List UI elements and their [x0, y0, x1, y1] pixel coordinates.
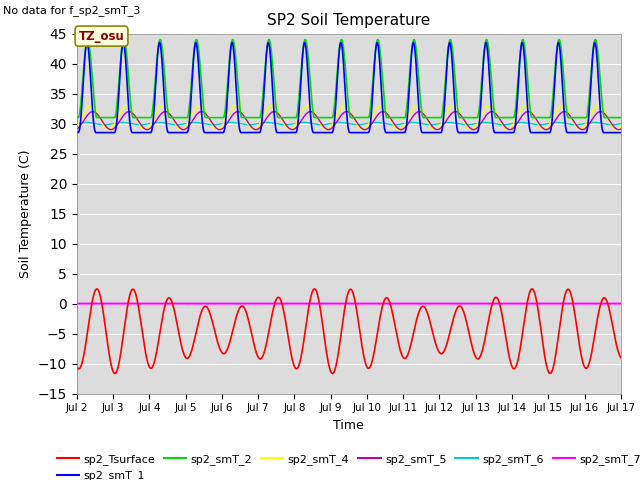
sp2_smT_6: [602, 121, 609, 127]
sp2_smT_4: [100, 124, 108, 130]
Text: No data for f_sp2_smT_3: No data for f_sp2_smT_3: [3, 5, 141, 16]
sp2_smT_2: [338, 37, 346, 43]
sp2_Tsurface: [617, 355, 625, 360]
sp2_smT_2: [323, 115, 331, 120]
sp2_Tsurface: [602, 296, 609, 301]
sp2_smT_6: [502, 122, 509, 128]
sp2_smT_1: [555, 40, 563, 46]
sp2_smT_6: [602, 121, 609, 127]
sp2_smT_5: [617, 126, 625, 132]
sp2_smT_7: [100, 300, 108, 306]
sp2_smT_1: [602, 130, 609, 135]
sp2_smT_4: [617, 123, 625, 129]
sp2_smT_1: [337, 40, 345, 46]
sp2_smT_7: [601, 300, 609, 306]
sp2_smT_5: [602, 112, 609, 118]
sp2_smT_4: [250, 127, 257, 132]
sp2_smT_2: [601, 115, 609, 120]
sp2_smT_6: [338, 120, 346, 125]
Line: sp2_Tsurface: sp2_Tsurface: [77, 289, 621, 373]
Line: sp2_smT_2: sp2_smT_2: [77, 40, 621, 118]
sp2_smT_1: [100, 130, 108, 135]
sp2_smT_5: [524, 109, 532, 115]
Title: SP2 Soil Temperature: SP2 Soil Temperature: [267, 13, 431, 28]
sp2_smT_5: [100, 122, 108, 128]
sp2_smT_6: [245, 122, 253, 128]
Legend: sp2_Tsurface, sp2_smT_1, sp2_smT_2, sp2_smT_4, sp2_smT_5, sp2_smT_6, sp2_smT_7: sp2_Tsurface, sp2_smT_1, sp2_smT_2, sp2_…: [52, 450, 640, 480]
sp2_Tsurface: [528, 286, 536, 292]
Text: TZ_osu: TZ_osu: [79, 30, 124, 43]
sp2_smT_2: [73, 115, 81, 120]
sp2_smT_1: [601, 130, 609, 135]
Y-axis label: Soil Temperature (C): Soil Temperature (C): [19, 149, 32, 278]
sp2_smT_4: [595, 103, 602, 108]
sp2_smT_2: [617, 115, 625, 120]
sp2_smT_1: [617, 130, 625, 135]
Line: sp2_smT_4: sp2_smT_4: [77, 106, 621, 130]
sp2_smT_5: [338, 112, 346, 118]
sp2_smT_2: [602, 115, 609, 120]
sp2_Tsurface: [111, 371, 119, 376]
sp2_smT_2: [502, 115, 509, 120]
sp2_Tsurface: [323, 354, 331, 360]
sp2_smT_1: [323, 130, 331, 135]
sp2_Tsurface: [502, 332, 509, 337]
sp2_smT_4: [323, 127, 331, 132]
sp2_smT_4: [73, 123, 81, 129]
X-axis label: Time: Time: [333, 419, 364, 432]
sp2_smT_5: [602, 112, 609, 118]
sp2_smT_4: [338, 104, 346, 110]
sp2_smT_6: [445, 120, 452, 125]
sp2_smT_6: [100, 122, 108, 128]
sp2_smT_6: [73, 120, 81, 126]
sp2_smT_1: [501, 130, 509, 135]
sp2_Tsurface: [73, 364, 81, 370]
Line: sp2_smT_6: sp2_smT_6: [77, 122, 621, 125]
sp2_smT_4: [602, 111, 609, 117]
sp2_smT_6: [617, 121, 625, 127]
sp2_smT_7: [337, 300, 345, 306]
Line: sp2_smT_5: sp2_smT_5: [77, 112, 621, 130]
sp2_smT_7: [501, 300, 509, 306]
sp2_smT_5: [323, 126, 331, 132]
sp2_smT_2: [100, 115, 108, 120]
sp2_smT_7: [323, 300, 331, 306]
sp2_smT_6: [323, 121, 331, 127]
sp2_smT_4: [502, 126, 509, 132]
sp2_Tsurface: [602, 296, 609, 301]
sp2_smT_5: [502, 124, 509, 130]
sp2_Tsurface: [100, 319, 108, 324]
sp2_smT_5: [324, 127, 332, 132]
sp2_smT_2: [265, 37, 273, 43]
sp2_smT_7: [73, 300, 81, 306]
sp2_smT_5: [73, 126, 81, 132]
sp2_smT_7: [601, 300, 609, 306]
Line: sp2_smT_1: sp2_smT_1: [77, 43, 621, 132]
sp2_smT_1: [73, 130, 81, 135]
sp2_smT_7: [617, 300, 625, 306]
sp2_smT_4: [602, 111, 609, 117]
sp2_Tsurface: [338, 327, 346, 333]
